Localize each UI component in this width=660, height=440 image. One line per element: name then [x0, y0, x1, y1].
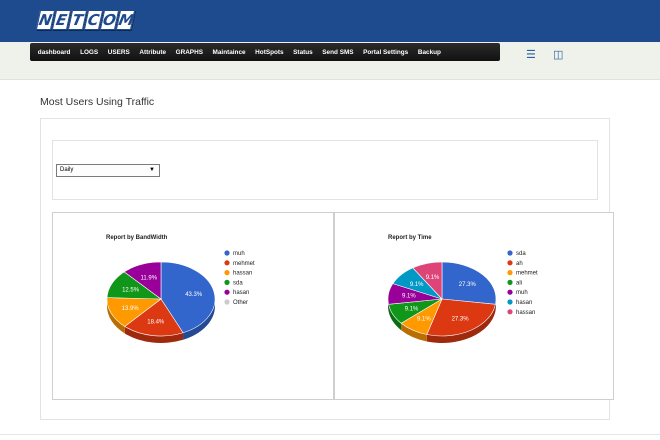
filter-box — [52, 140, 598, 200]
slice-label: 18.4% — [147, 320, 165, 326]
legend-swatch — [507, 250, 513, 256]
slice-label: 9.1% — [426, 275, 440, 281]
nav-item-backup[interactable]: Backup — [417, 48, 441, 56]
legend-swatch — [507, 299, 513, 305]
legend-item[interactable]: sda — [233, 280, 243, 286]
legend-item[interactable]: mehmet — [233, 261, 255, 267]
nav-item-hotspots[interactable]: HotSpots — [255, 48, 284, 56]
footer-divider — [0, 434, 660, 435]
legend-item[interactable]: hassan — [233, 271, 252, 277]
nav-item-attribute[interactable]: Attribute — [139, 48, 167, 56]
pie-slice-side — [124, 326, 184, 343]
logout-door-icon[interactable]: ◫ — [553, 49, 564, 61]
nav-item-status[interactable]: Status — [293, 48, 313, 56]
slice-label: 27.3% — [452, 316, 470, 322]
bandwidth-pie-chart: Report by BandWidth 43.3% 18.4% 13.9% 12.5%1… — [106, 235, 255, 343]
pie-slice-hassan[interactable] — [412, 261, 443, 300]
slice-label: 9.1% — [417, 316, 431, 322]
pie-slice-side — [183, 299, 215, 340]
chart-title: Report by BandWidth — [106, 235, 168, 241]
slice-label: 43.3% — [185, 292, 203, 298]
main-nav: dashboard LOGS USERS Attribute GRAPHS Maintai… — [30, 43, 500, 61]
legend-swatch — [224, 289, 230, 295]
nav-item-users[interactable]: USERS — [107, 48, 130, 56]
slice-label: 13.9% — [122, 306, 140, 312]
nav-item-graphs[interactable]: GRAPHS — [175, 48, 203, 56]
pie-slice-muh[interactable] — [160, 261, 216, 334]
slice-label: 27.3% — [459, 282, 477, 288]
legend-swatch — [224, 299, 230, 305]
time-chart-card: Report by Time 27.3% 27.3% 9.1% 9.1% 9.1% 9.1%… — [334, 212, 614, 400]
slice-label: 9.1% — [402, 294, 416, 300]
legend-item[interactable]: sda — [516, 251, 526, 257]
chevron-down-icon: ▼ — [149, 167, 155, 173]
nav-item-logs[interactable]: LOGS — [80, 48, 99, 56]
nav-item-send-sms[interactable]: Send SMS — [322, 48, 354, 56]
slice-label: 9.1% — [405, 307, 419, 313]
legend-swatch — [507, 279, 513, 285]
legend-swatch — [224, 260, 230, 266]
time-pie-chart: Report by Time27.3%27.3%9.1%9.1%9.1%9.1%… — [387, 235, 538, 343]
legend-swatch — [224, 279, 230, 285]
bandwidth-chart-card: Report by BandWidth 43.3% 18.4% 13.9% 12.5% 1… — [52, 212, 334, 400]
slice-label: 9.1% — [410, 282, 424, 288]
logo-letter: M — [115, 10, 136, 30]
period-select[interactable]: Daily ▼ — [56, 164, 160, 177]
pie-slice-hasan[interactable] — [123, 261, 162, 300]
slice-label: 11.9% — [140, 276, 157, 282]
legend-swatch — [507, 309, 513, 315]
legend-swatch — [224, 270, 230, 276]
legend-swatch — [507, 270, 513, 276]
nav-item-portal-settings[interactable]: Portal Settings — [363, 48, 409, 56]
page-title: Most Users Using Traffic — [40, 96, 155, 108]
legend-item[interactable]: ah — [516, 261, 523, 267]
legend-item[interactable]: hasan — [516, 300, 532, 306]
legend-item[interactable]: mehmet — [516, 271, 538, 277]
pie-slice-side — [426, 304, 496, 343]
nav-item-dashboard[interactable]: dashboard — [37, 48, 71, 56]
sliders-icon[interactable]: ☰ — [526, 49, 536, 61]
chart-title: Report by Time — [388, 235, 432, 241]
nav-item-maintaince[interactable]: Maintaince — [212, 48, 246, 56]
legend-item[interactable]: hassan — [516, 310, 535, 316]
legend-item[interactable]: hasan — [233, 290, 249, 296]
legend-item[interactable]: Other — [233, 300, 248, 306]
period-select-value: Daily — [60, 167, 74, 173]
legend-item[interactable]: muh — [516, 290, 528, 296]
pie-slice-mehmet[interactable] — [124, 298, 184, 337]
slice-label: 12.5% — [122, 287, 140, 293]
legend-swatch — [507, 260, 513, 266]
pie-slice-sda[interactable] — [441, 261, 497, 305]
pie-side — [107, 299, 215, 343]
legend-swatch — [224, 250, 230, 256]
legend-item[interactable]: ali — [516, 280, 522, 286]
pie-slice-ah[interactable] — [426, 298, 496, 337]
legend-item[interactable]: muh — [233, 251, 245, 257]
legend-swatch — [507, 289, 513, 295]
pie-slice-side — [107, 299, 125, 334]
